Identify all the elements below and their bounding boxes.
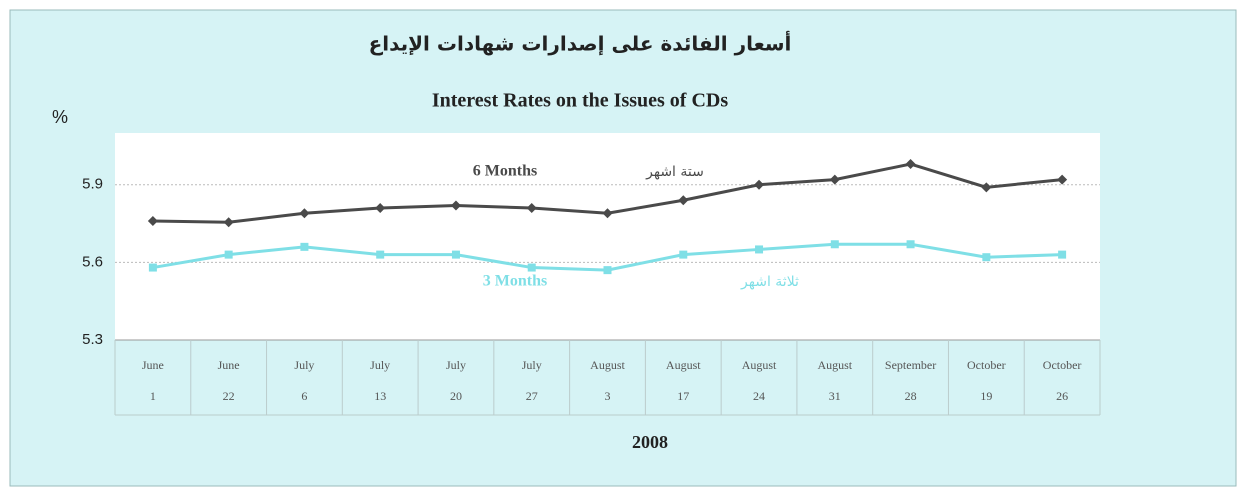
marker [1058, 250, 1067, 259]
series-label: ستة اشهر [645, 164, 704, 180]
x-tick-label: 22 [223, 389, 235, 403]
marker [526, 203, 537, 214]
x-tick-label: October [1043, 358, 1082, 372]
x-tick-label: 27 [526, 389, 538, 403]
y-axis-label: % [52, 107, 68, 127]
x-tick-label: 20 [450, 389, 462, 403]
marker [905, 159, 916, 170]
x-tick-label: July [370, 358, 390, 372]
marker [450, 200, 461, 211]
marker [1057, 174, 1068, 185]
x-tick-label: August [742, 358, 777, 372]
marker [147, 215, 158, 226]
plot-area [115, 133, 1100, 340]
x-tick-label: June [142, 358, 164, 372]
x-tick-label: 13 [374, 389, 386, 403]
marker [148, 263, 157, 272]
x-tick-label: August [666, 358, 701, 372]
x-tick-label: 26 [1056, 389, 1068, 403]
marker [679, 250, 688, 259]
x-tick-label: 31 [829, 389, 841, 403]
y-tick-label: 5.3 [82, 331, 103, 348]
x-tick-label: 28 [905, 389, 917, 403]
chart-subtitle: Interest Rates on the Issues of CDs [432, 90, 729, 112]
x-tick-label: 24 [753, 389, 765, 403]
marker [527, 263, 536, 272]
marker [678, 195, 689, 206]
marker [981, 182, 992, 193]
series-label: 3 Months [483, 273, 547, 290]
marker [300, 242, 309, 251]
marker [375, 203, 386, 214]
chart-title: أسعار الفائدة على إصدارات شهادات الإيداع [369, 30, 792, 56]
x-tick-label: 19 [980, 389, 992, 403]
marker [299, 208, 310, 219]
x-tick-label: September [885, 358, 936, 372]
x-tick-label: July [522, 358, 542, 372]
marker [755, 245, 764, 254]
marker [982, 253, 991, 262]
x-tick-label: July [446, 358, 466, 372]
marker [830, 240, 839, 249]
y-tick-label: 5.6 [82, 253, 103, 270]
marker [754, 179, 765, 190]
series-label: 6 Months [473, 163, 537, 180]
x-tick-label: 1 [150, 389, 156, 403]
marker [224, 250, 233, 259]
x-axis-label: 2008 [632, 432, 668, 452]
x-tick-label: 17 [677, 389, 689, 403]
x-tick-label: August [817, 358, 852, 372]
x-tick-label: June [218, 358, 240, 372]
marker [906, 240, 915, 249]
x-tick-label: July [294, 358, 314, 372]
marker [602, 208, 613, 219]
marker [829, 174, 840, 185]
marker [376, 250, 385, 259]
x-tick-label: 6 [301, 389, 307, 403]
marker [603, 266, 612, 275]
x-tick-label: 3 [605, 389, 611, 403]
x-tick-label: October [967, 358, 1006, 372]
marker [451, 250, 460, 259]
x-tick-label: August [590, 358, 625, 372]
y-tick-label: 5.9 [82, 176, 103, 193]
series-label: ثلاثة اشهر [740, 274, 799, 290]
marker [223, 217, 234, 228]
